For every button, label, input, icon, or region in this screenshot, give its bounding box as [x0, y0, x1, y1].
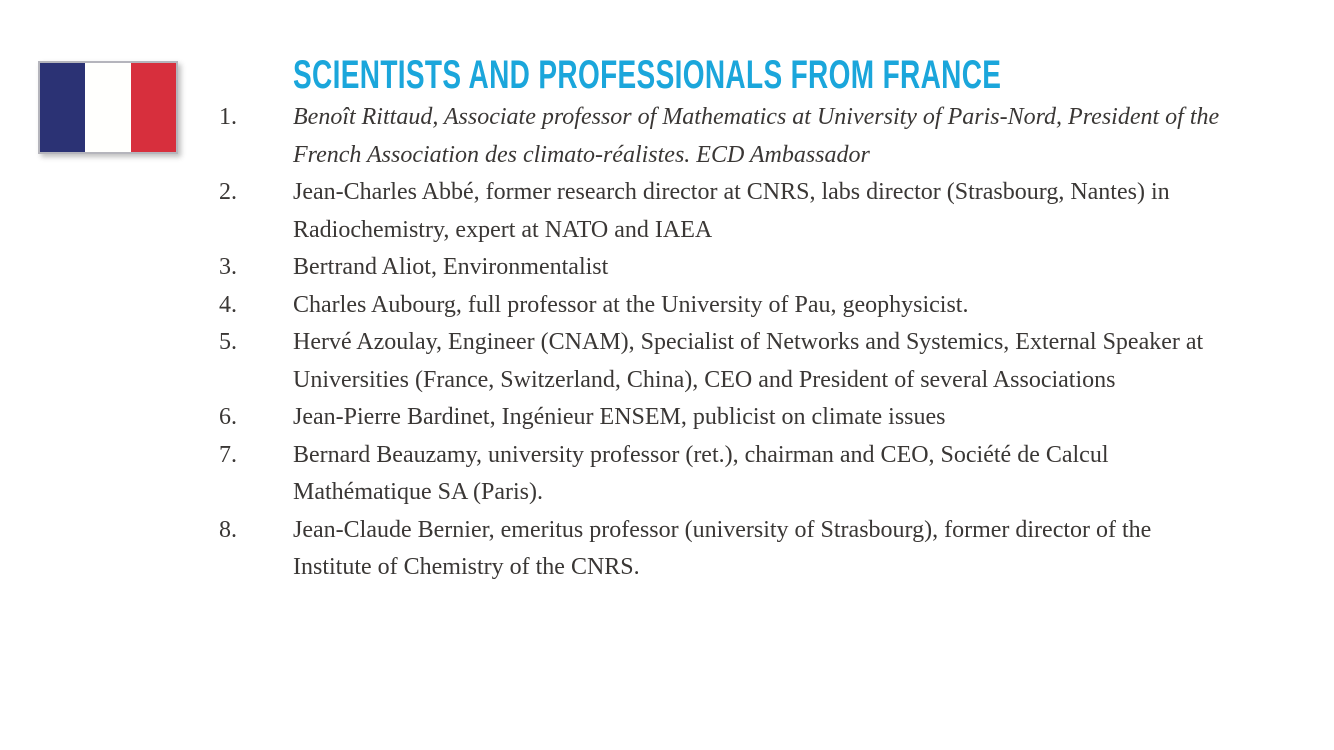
item-text: Bertrand Aliot, Environmentalist [293, 254, 609, 280]
list-item: 5. Hervé Azoulay, Engineer (CNAM), Speci… [219, 324, 1239, 399]
flag-stripe-blue [40, 63, 86, 152]
signatory-list: 1. Benoît Rittaud, Associate professor o… [219, 99, 1239, 587]
item-number: 2. [219, 179, 237, 205]
content-column: SCIENTISTS AND PROFESSIONALS FROM FRANCE… [219, 52, 1239, 587]
section-heading: SCIENTISTS AND PROFESSIONALS FROM FRANCE [293, 53, 1002, 97]
list-item: 1. Benoît Rittaud, Associate professor o… [219, 99, 1239, 174]
item-text: Benoît Rittaud, Associate professor of M… [293, 104, 1220, 168]
list-item: 2. Jean-Charles Abbé, former research di… [219, 174, 1239, 249]
item-number: 6. [219, 404, 237, 430]
item-number: 4. [219, 291, 237, 318]
list-item: 8. Jean-Claude Bernier, emeritus profess… [219, 512, 1239, 587]
list-item: 3. Bertrand Aliot, Environmentalist [219, 249, 1239, 287]
flag-stripe-red [130, 63, 176, 152]
item-text: Charles Aubourg, full professor at the U… [293, 291, 969, 318]
item-number: 3. [219, 254, 237, 280]
item-text: Jean-Claude Bernier, emeritus professor … [293, 516, 1152, 581]
france-flag [38, 61, 178, 154]
list-item: 6. Jean-Pierre Bardinet, Ingénieur ENSEM… [219, 399, 1239, 437]
item-number: 5. [219, 329, 237, 355]
item-text: Jean-Pierre Bardinet, Ingénieur ENSEM, p… [293, 404, 946, 430]
list-item: 7. Bernard Beauzamy, university professo… [219, 437, 1239, 512]
item-text: Jean-Charles Abbé, former research direc… [293, 179, 1170, 243]
flag-stripe-white [85, 63, 131, 152]
item-number: 8. [219, 516, 237, 543]
item-number: 1. [219, 104, 237, 130]
item-number: 7. [219, 441, 237, 468]
item-text: Hervé Azoulay, Engineer (CNAM), Speciali… [293, 329, 1204, 393]
list-item: 4. Charles Aubourg, full professor at th… [219, 287, 1239, 325]
item-text: Bernard Beauzamy, university professor (… [293, 441, 1109, 506]
